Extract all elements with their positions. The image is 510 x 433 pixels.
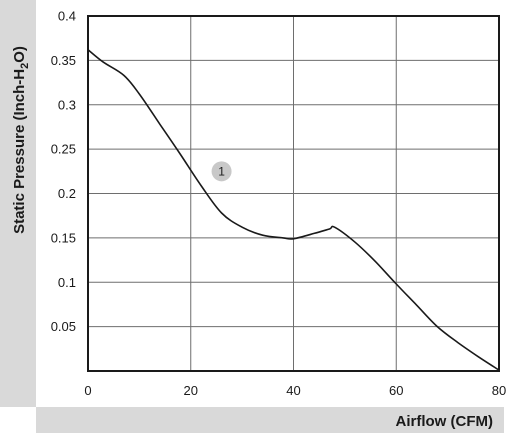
y-tick-label: 0.4 xyxy=(58,9,76,24)
y-tick-label: 0.2 xyxy=(58,186,76,201)
series-marker-circle xyxy=(211,161,232,182)
tick-labels: 0 20 40 60 80 0.05 0.1 0.15 0.2 0.25 0.3 0.35 0.4 xyxy=(51,9,507,399)
x-axis-title: Airflow (CFM) xyxy=(396,413,493,430)
series-curve xyxy=(87,49,500,371)
series-marker-1: 1 xyxy=(211,161,232,182)
y-tick-label: 0.25 xyxy=(51,142,76,157)
y-axis-title: Static Pressure (Inch-H2O) xyxy=(11,46,31,234)
grid-lines xyxy=(88,16,499,371)
series-marker-text: 1 xyxy=(218,164,225,178)
x-axis-band xyxy=(36,407,504,433)
y-tick-label: 0.35 xyxy=(51,53,76,68)
x-tick-label: 80 xyxy=(492,383,506,398)
y-axis-band xyxy=(0,0,36,407)
y-tick-label: 0.15 xyxy=(51,230,76,245)
plot-frame xyxy=(87,15,500,372)
y-tick-label: 0.1 xyxy=(58,275,76,290)
x-tick-label: 20 xyxy=(184,383,198,398)
y-axis-title-sub: 2 xyxy=(19,63,31,69)
y-tick-label: 0.05 xyxy=(51,319,76,334)
y-axis-title-prefix: Static Pressure (Inch-H xyxy=(11,69,28,234)
x-tick-label: 0 xyxy=(84,383,91,398)
x-tick-label: 40 xyxy=(286,383,300,398)
y-tick-label: 0.3 xyxy=(58,97,76,112)
y-axis-title-suffix: O) xyxy=(11,46,28,63)
x-tick-label: 60 xyxy=(389,383,403,398)
